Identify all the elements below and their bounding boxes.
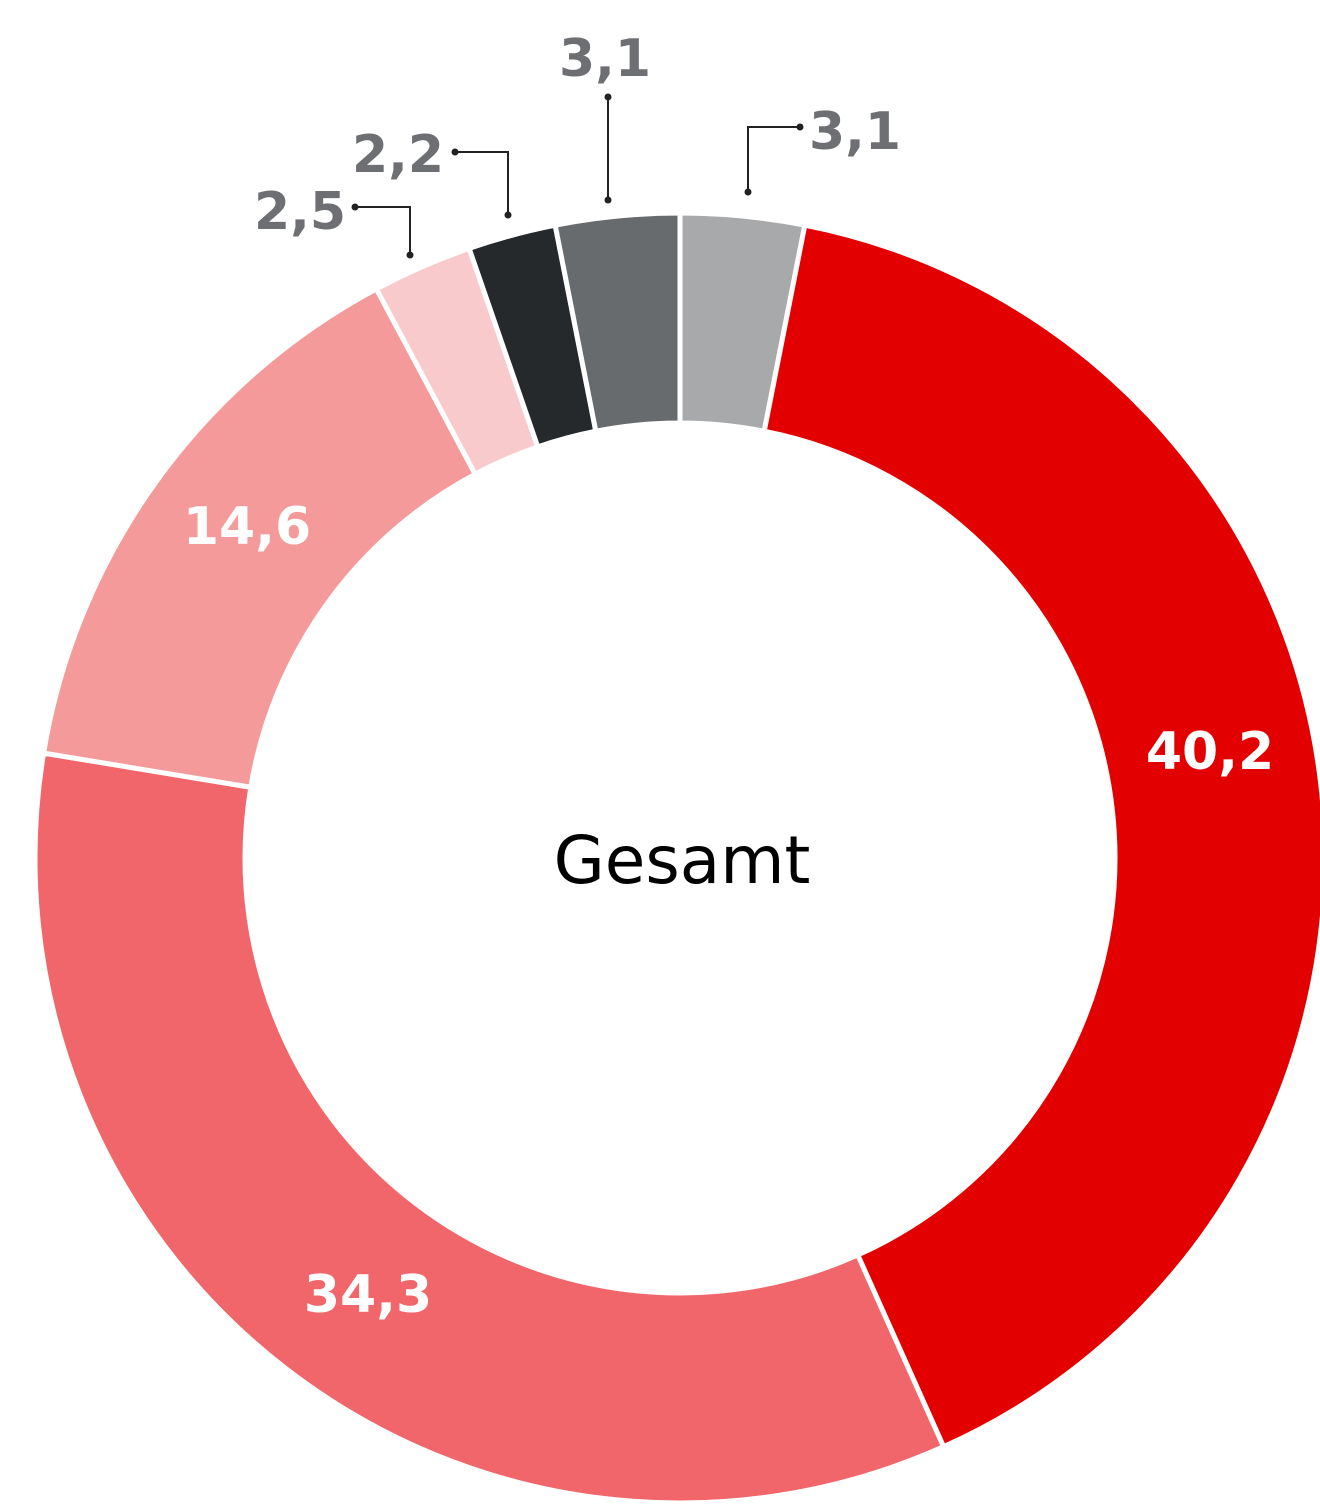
leader-dot — [744, 188, 752, 196]
value-label: 14,6 — [183, 497, 311, 557]
leader-dot — [604, 93, 612, 101]
value-label: 3,1 — [559, 29, 651, 89]
donut-segment — [552, 210, 683, 435]
value-label: 3,1 — [809, 102, 901, 162]
leader-dot — [504, 211, 512, 219]
value-label: 2,2 — [352, 125, 444, 185]
leader-dot — [451, 148, 459, 156]
donut-segment — [40, 285, 479, 791]
leader-line — [455, 151, 509, 215]
leader-line — [747, 126, 800, 192]
leader-dot — [351, 203, 359, 211]
leader-dot — [604, 196, 612, 204]
leader-line — [355, 206, 411, 255]
donut-segment — [761, 222, 1320, 1450]
value-label: 40,2 — [1146, 722, 1274, 782]
value-label: 2,5 — [254, 182, 346, 242]
donut-segment — [32, 750, 947, 1504]
leader-dot — [796, 123, 804, 131]
leader-dot — [406, 251, 414, 259]
value-label: 34,3 — [304, 1265, 432, 1325]
center-label: Gesamt — [554, 822, 811, 899]
